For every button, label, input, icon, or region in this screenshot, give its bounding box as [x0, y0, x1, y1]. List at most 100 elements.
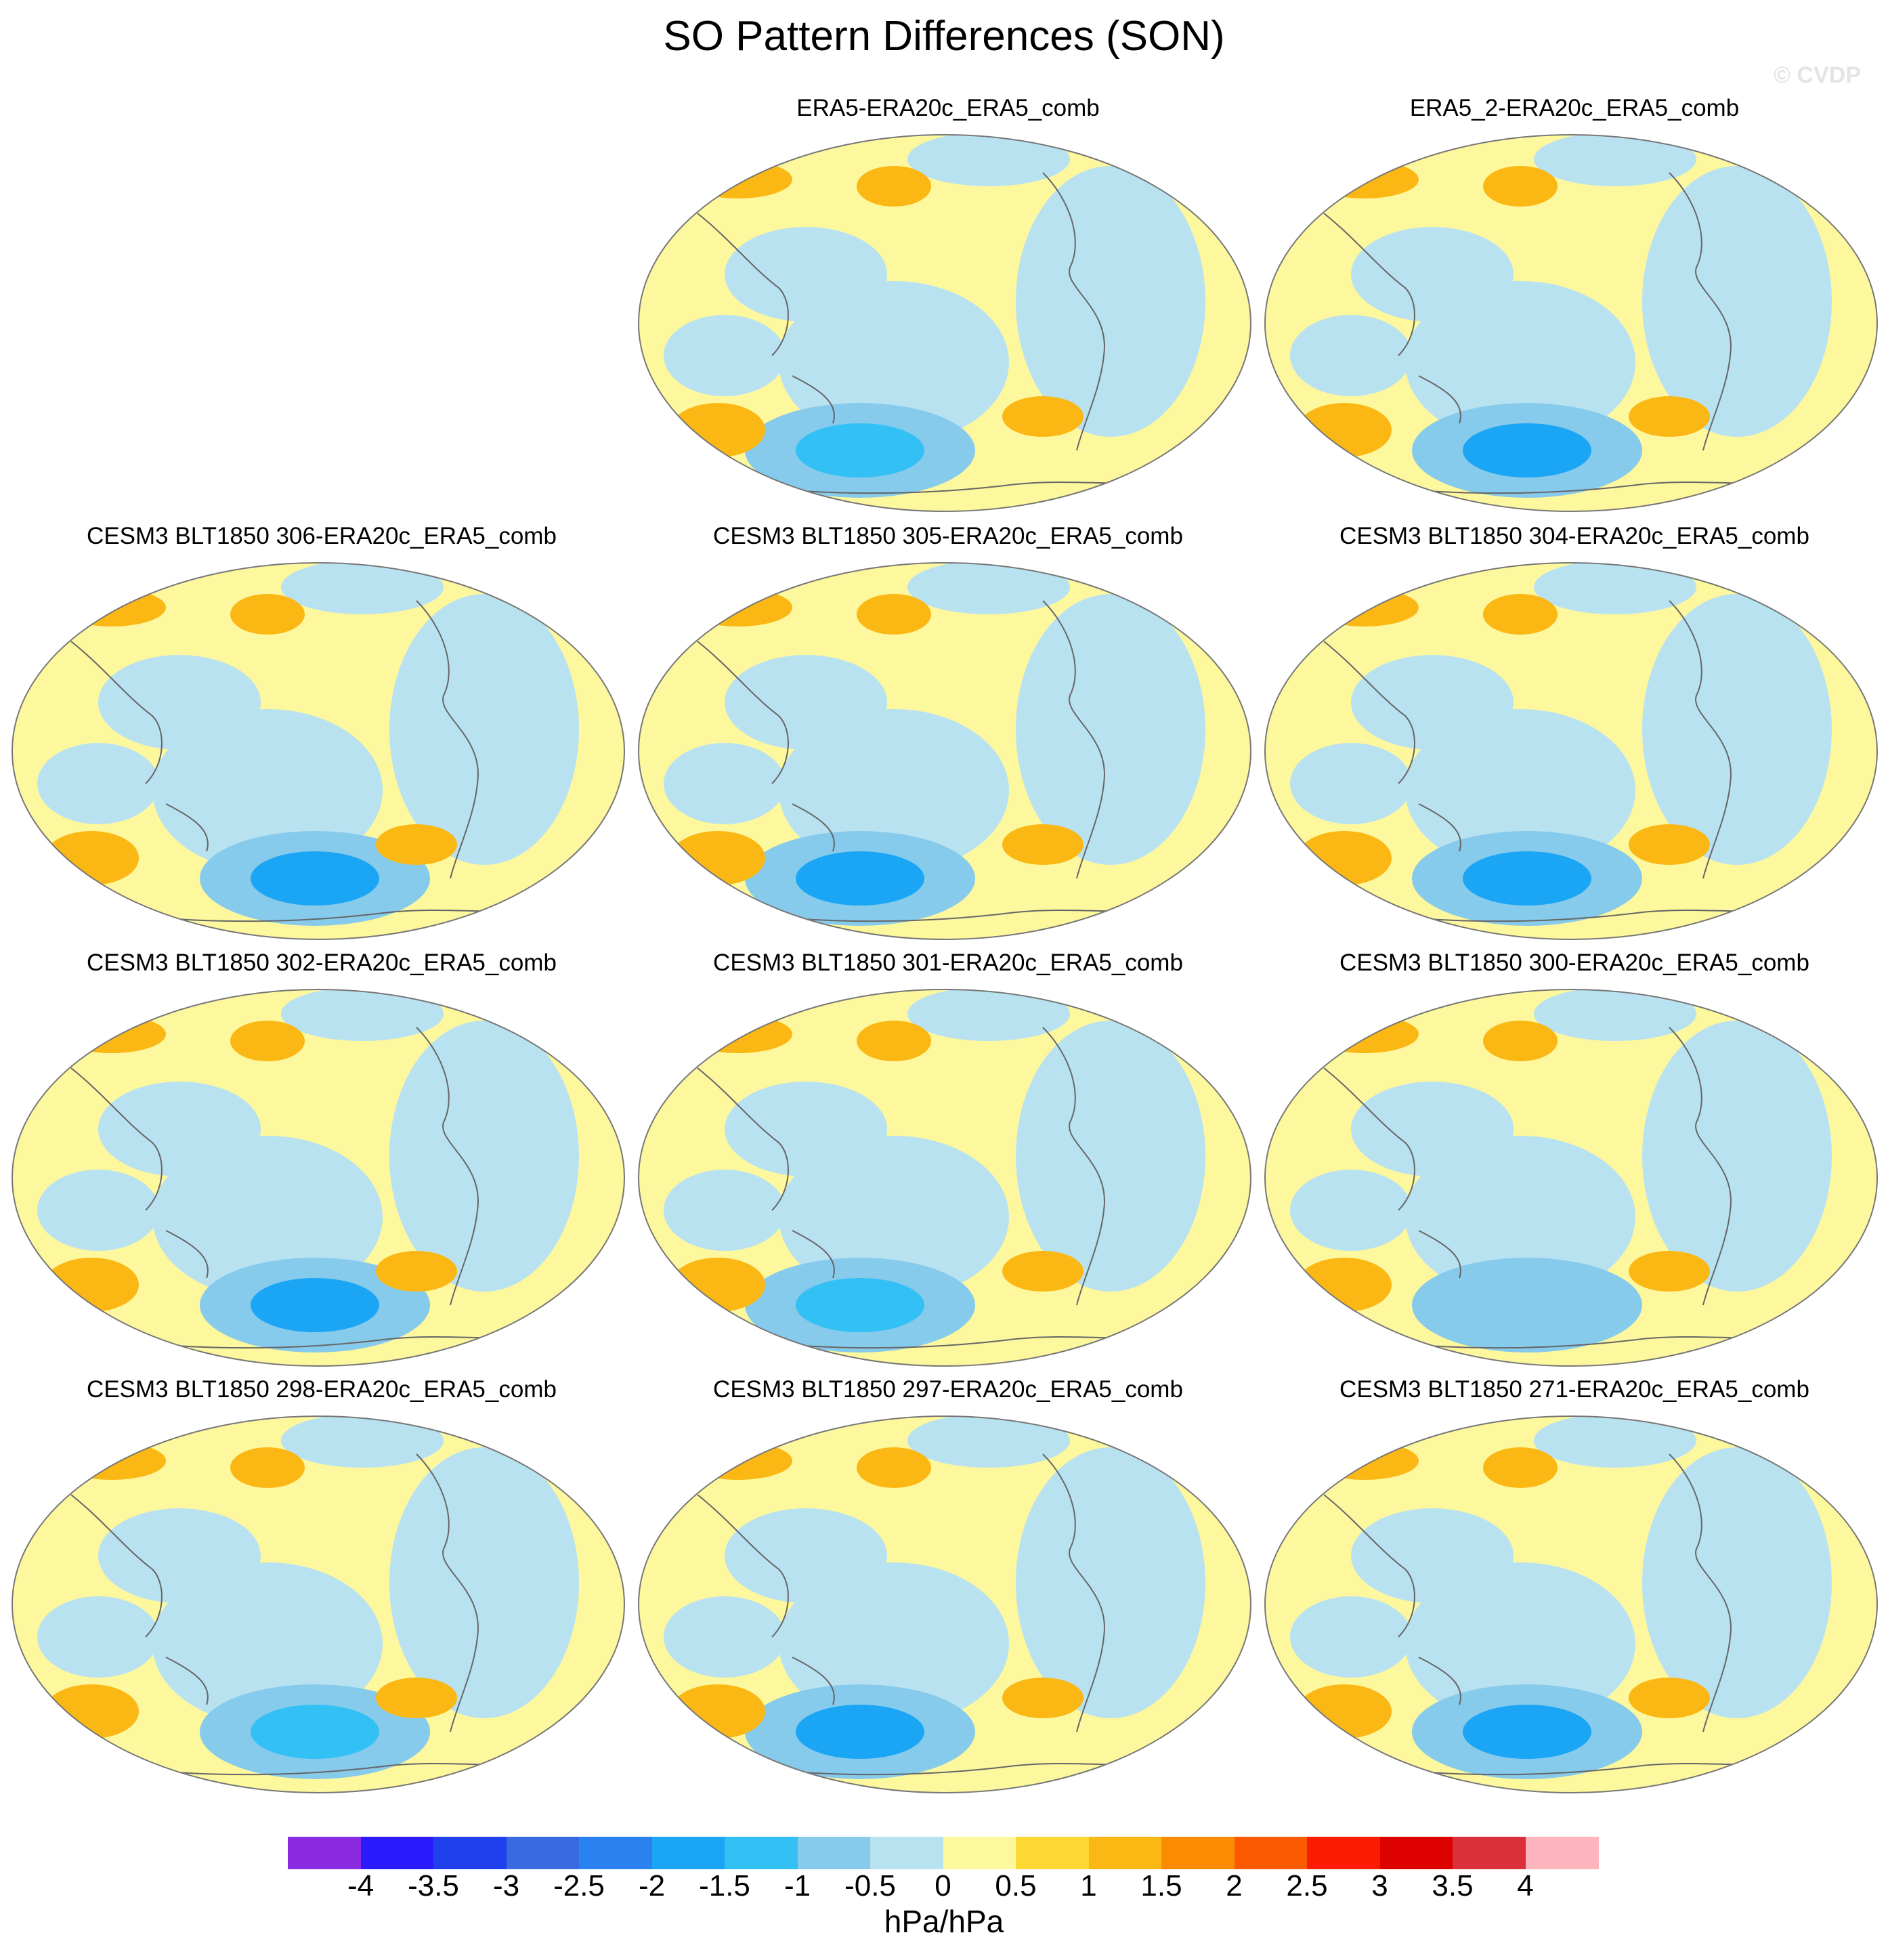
colorbar-tick-label: -0.5 — [844, 1869, 896, 1902]
coastline — [1042, 1453, 1105, 1732]
coastline — [165, 1230, 209, 1279]
negative-anomaly-region — [1351, 655, 1514, 750]
panel-title: CESM3 BLT1850 301-ERA20c_ERA5_comb — [713, 950, 1183, 976]
negative-anomaly-region — [725, 1508, 887, 1603]
colorbar — [288, 1837, 1599, 1869]
coastline — [70, 1067, 163, 1211]
negative-anomaly-region — [1016, 166, 1205, 437]
colorbar-swatch — [506, 1837, 580, 1869]
colorbar-swatch — [725, 1837, 798, 1869]
colorbar-swatch — [1161, 1837, 1235, 1869]
positive-anomaly-region — [857, 1447, 931, 1488]
positive-anomaly-region — [857, 166, 931, 207]
negative-anomaly-region — [152, 709, 383, 872]
negative-anomaly-region — [389, 594, 579, 865]
map-outline — [638, 134, 1251, 512]
negative-anomaly-region — [1534, 135, 1696, 186]
negative-anomaly-region — [779, 709, 1009, 872]
map-panel: CESM3 BLT1850 302-ERA20c_ERA5_comb — [10, 950, 633, 1369]
negative-anomaly-region — [98, 655, 261, 750]
map-panel: CESM3 BLT1850 300-ERA20c_ERA5_comb — [1263, 950, 1886, 1369]
southern-ocean-low-core — [796, 851, 924, 906]
colorbar-swatch — [651, 1837, 725, 1869]
negative-anomaly-region — [1405, 281, 1635, 444]
cvdp-watermark: © CVDP — [1774, 62, 1861, 88]
coastline — [416, 1453, 479, 1732]
coastline — [416, 600, 479, 879]
positive-anomaly-region — [230, 594, 305, 635]
map-outline — [638, 562, 1251, 940]
negative-anomaly-region — [725, 655, 887, 750]
negative-anomaly-region — [98, 1082, 261, 1176]
panel-title: CESM3 BLT1850 306-ERA20c_ERA5_comb — [87, 523, 557, 549]
colorbar-tick-label: -3 — [492, 1869, 520, 1902]
coastline — [1669, 1027, 1732, 1306]
southern-ocean-low-core — [796, 1278, 924, 1332]
colorbar-tick-label: 3 — [1371, 1869, 1388, 1902]
map-globe — [12, 989, 625, 1367]
negative-anomaly-region — [725, 1082, 887, 1176]
colorbar-tick-label: 1 — [1080, 1869, 1097, 1902]
colorbar-swatch — [1088, 1837, 1162, 1869]
negative-anomaly-region — [779, 1562, 1009, 1725]
negative-anomaly-region — [37, 743, 159, 824]
colorbar-tick-label: 1.5 — [1140, 1869, 1182, 1902]
coastline — [165, 803, 209, 852]
negative-anomaly-region — [1351, 227, 1514, 322]
figure-title: SO Pattern Differences (SON) — [663, 13, 1225, 60]
map-panel: CESM3 BLT1850 305-ERA20c_ERA5_comb — [637, 523, 1260, 943]
southern-ocean-low-core — [796, 1705, 924, 1759]
colorbar-tick-label: -1 — [784, 1869, 811, 1902]
coastline — [1323, 213, 1415, 356]
coastline — [792, 803, 835, 852]
coastline — [792, 1230, 835, 1279]
coastline — [165, 1657, 209, 1705]
panel-title: ERA5-ERA20c_ERA5_comb — [796, 95, 1100, 121]
coastline — [697, 1494, 789, 1638]
positive-anomaly-region — [1629, 396, 1710, 437]
map-globe — [12, 562, 625, 940]
negative-anomaly-region — [281, 989, 444, 1041]
panel-title: CESM3 BLT1850 302-ERA20c_ERA5_comb — [87, 950, 557, 976]
map-outline — [638, 1415, 1251, 1793]
coastline — [416, 1027, 479, 1306]
negative-anomaly-region — [664, 1596, 786, 1678]
colorbar-swatch — [1379, 1837, 1453, 1869]
positive-anomaly-region — [1629, 1251, 1710, 1292]
negative-anomaly-region — [1016, 1021, 1205, 1292]
colorbar-tick-label: 2 — [1226, 1869, 1243, 1902]
southern-ocean-low-core — [1463, 1278, 1591, 1332]
negative-anomaly-region — [1534, 989, 1696, 1041]
negative-anomaly-region — [1642, 1447, 1832, 1718]
colorbar-tick-label: 0.5 — [995, 1869, 1037, 1902]
coastline — [1042, 172, 1105, 451]
southern-ocean-low-core — [796, 423, 924, 477]
negative-anomaly-region — [1016, 594, 1205, 865]
map-panel: ERA5_2-ERA20c_ERA5_comb — [1263, 95, 1886, 515]
southern-ocean-low-core — [1463, 423, 1591, 477]
colorbar-tick-label: -2.5 — [553, 1869, 605, 1902]
colorbar-unit-label: hPa/hPa — [884, 1904, 1004, 1939]
colorbar-tick-label: -2 — [638, 1869, 666, 1902]
negative-anomaly-region — [779, 1136, 1009, 1298]
positive-anomaly-region — [1483, 594, 1558, 635]
map-globe — [638, 989, 1251, 1367]
map-globe — [1264, 989, 1878, 1367]
colorbar-tick-label: -3.5 — [408, 1869, 459, 1902]
negative-anomaly-region — [1405, 1562, 1635, 1725]
map-outline — [1264, 1415, 1878, 1793]
negative-anomaly-region — [725, 227, 887, 322]
coastline — [1669, 600, 1732, 879]
negative-anomaly-region — [281, 1416, 444, 1468]
colorbar-swatch — [433, 1837, 507, 1869]
colorbar-swatch — [1234, 1837, 1308, 1869]
map-outline — [638, 989, 1251, 1367]
positive-anomaly-region — [1483, 166, 1558, 207]
southern-ocean-low-core — [251, 1705, 379, 1759]
colorbar-swatch — [360, 1837, 434, 1869]
panel-title: CESM3 BLT1850 304-ERA20c_ERA5_comb — [1339, 523, 1809, 549]
coastline — [1323, 641, 1415, 784]
negative-anomaly-region — [1016, 1447, 1205, 1718]
colorbar-swatch — [579, 1837, 652, 1869]
negative-anomaly-region — [98, 1508, 261, 1603]
